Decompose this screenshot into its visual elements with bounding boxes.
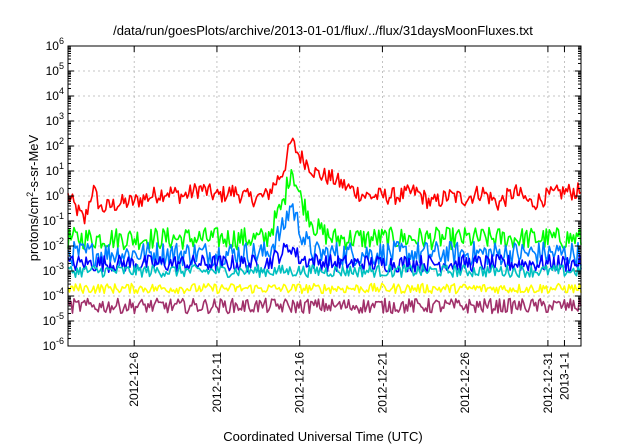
y-tick-label: 10-2 (43, 236, 64, 253)
y-tick-base: 10 (43, 289, 57, 303)
x-tick-label: 2012-12-6 (127, 352, 141, 407)
y-tick-base: 10 (46, 89, 60, 103)
x-tick-label: 2013-1-1 (557, 352, 571, 400)
y-tick-base: 10 (46, 114, 60, 128)
y-tick-exponent: -1 (56, 211, 64, 221)
y-tick-exponent: -2 (56, 236, 64, 246)
y-tick-exponent: 3 (59, 111, 64, 121)
y-tick-label: 106 (46, 36, 64, 53)
y-tick-label: 10-1 (43, 211, 64, 228)
y-tick-exponent: 2 (59, 136, 64, 146)
y-tick-base: 10 (46, 164, 60, 178)
y-tick-label: 105 (46, 61, 64, 78)
y-axis-title: protons/cm2-s-sr-MeV (25, 134, 41, 261)
plot-frame (67, 45, 582, 347)
y-tick-base: 10 (46, 139, 60, 153)
x-tick-label: 2012-12-26 (458, 352, 472, 414)
chart-title: /data/run/goesPlots/archive/2013-01-01/f… (113, 23, 533, 38)
y-tick-base: 10 (43, 214, 57, 228)
series-layer (67, 137, 582, 315)
y-axis-title-sup: 2 (25, 192, 35, 197)
x-tick-label: 2012-12-31 (541, 352, 555, 414)
y-tick-label: 10-5 (43, 311, 64, 328)
y-tick-base: 10 (43, 264, 57, 278)
y-tick-label: 103 (46, 111, 64, 128)
y-tick-label: 10-4 (43, 286, 64, 303)
y-tick-base: 10 (43, 239, 57, 253)
y-tick-exponent: 0 (59, 186, 64, 196)
y-tick-base: 10 (46, 189, 60, 203)
y-tick-base: 10 (43, 339, 57, 353)
y-tick-label: 100 (46, 186, 64, 203)
x-tick-label: 2012-12-11 (210, 352, 224, 413)
series-line (67, 137, 582, 225)
series-line (67, 203, 582, 267)
y-tick-label: 104 (46, 86, 64, 103)
y-tick-exponent: 6 (59, 36, 64, 46)
x-tick-label: 2012-12-21 (375, 352, 389, 414)
y-tick-exponent: 4 (59, 86, 64, 96)
y-axis-title-pre: protons/cm (26, 197, 41, 261)
series-line (67, 282, 582, 295)
y-tick-exponent: 5 (59, 61, 64, 71)
axis-layer: 10-610-510-410-310-210-11001011021031041… (43, 36, 582, 414)
y-tick-base: 10 (46, 39, 60, 53)
y-tick-base: 10 (43, 314, 57, 328)
y-tick-label: 10-3 (43, 261, 64, 278)
y-tick-label: 10-6 (43, 336, 64, 353)
x-axis-title: Coordinated Universal Time (UTC) (223, 429, 422, 444)
series-line (67, 263, 582, 279)
y-tick-label: 102 (46, 136, 64, 153)
y-tick-exponent: -4 (56, 286, 64, 296)
y-tick-label: 101 (46, 161, 64, 178)
y-tick-base: 10 (46, 64, 60, 78)
y-tick-exponent: -5 (56, 311, 64, 321)
x-tick-label: 2012-12-16 (293, 352, 307, 414)
y-tick-exponent: 1 (59, 161, 64, 171)
y-tick-exponent: -6 (56, 336, 64, 346)
y-axis-title-post: -s-sr-MeV (26, 134, 41, 191)
series-line (67, 297, 582, 315)
y-tick-exponent: -3 (56, 261, 64, 271)
